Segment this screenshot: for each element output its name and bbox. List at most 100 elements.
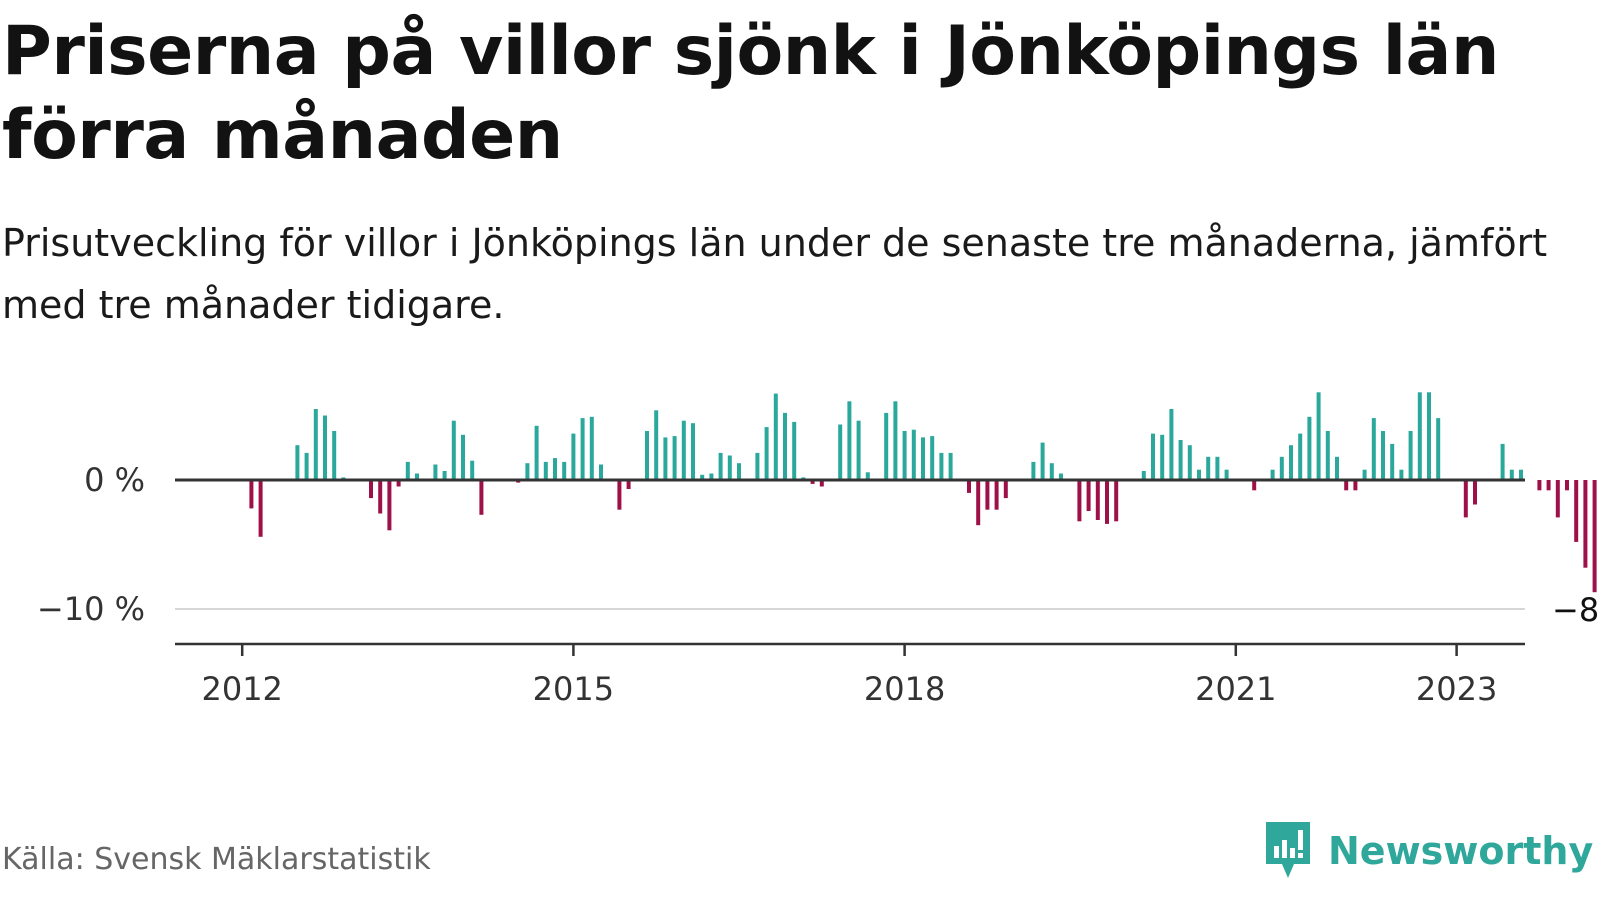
bar bbox=[949, 453, 953, 480]
bar bbox=[995, 480, 999, 510]
bar bbox=[461, 435, 465, 480]
bar bbox=[1556, 480, 1560, 517]
bar bbox=[1547, 480, 1551, 490]
bar-chart: 0 % −10 % 2012 2015 2018 2021 2023 −8 % bbox=[0, 370, 1600, 730]
bar bbox=[728, 456, 732, 481]
bar bbox=[1188, 445, 1192, 480]
bar bbox=[314, 409, 318, 480]
bar bbox=[571, 434, 575, 480]
bar bbox=[1372, 418, 1376, 480]
bar bbox=[1077, 480, 1081, 521]
bar bbox=[1206, 457, 1210, 480]
x-tick-label: 2021 bbox=[1195, 670, 1276, 708]
bar bbox=[1436, 418, 1440, 480]
bar bbox=[1160, 435, 1164, 480]
bar bbox=[249, 480, 253, 508]
bar bbox=[792, 422, 796, 480]
bar bbox=[323, 416, 327, 481]
bar bbox=[1031, 462, 1035, 480]
bar bbox=[1335, 457, 1339, 480]
bar bbox=[406, 462, 410, 480]
x-tick-label: 2018 bbox=[864, 670, 945, 708]
bar bbox=[1344, 480, 1348, 490]
bar bbox=[1096, 480, 1100, 520]
bar bbox=[599, 465, 603, 481]
bar bbox=[1087, 480, 1091, 511]
bar bbox=[369, 480, 373, 498]
bar bbox=[903, 431, 907, 480]
bar bbox=[1464, 480, 1468, 517]
bar bbox=[691, 423, 695, 480]
bar bbox=[985, 480, 989, 510]
bar bbox=[1050, 463, 1054, 480]
bar bbox=[912, 430, 916, 480]
bar bbox=[1593, 480, 1597, 592]
bar bbox=[295, 445, 299, 480]
bar bbox=[1510, 470, 1514, 480]
bar bbox=[535, 426, 539, 480]
y-tick-label: 0 % bbox=[84, 461, 145, 499]
bar bbox=[1169, 409, 1173, 480]
bar bbox=[581, 418, 585, 480]
bar bbox=[387, 480, 391, 530]
bar bbox=[1574, 480, 1578, 542]
brand-name: Newsworthy bbox=[1328, 829, 1593, 873]
bar bbox=[1298, 434, 1302, 480]
bar bbox=[663, 437, 667, 480]
bar bbox=[774, 394, 778, 480]
last-value-label: −8 % bbox=[1552, 591, 1600, 629]
bar bbox=[433, 465, 437, 481]
bar bbox=[1583, 480, 1587, 568]
bar bbox=[1004, 480, 1008, 498]
bar bbox=[755, 453, 759, 480]
bar bbox=[1353, 480, 1357, 490]
bar bbox=[765, 427, 769, 480]
source-note: Källa: Svensk Mäklarstatistik bbox=[2, 842, 431, 877]
bar bbox=[305, 453, 309, 480]
bar bbox=[682, 421, 686, 480]
bar bbox=[939, 453, 943, 480]
newsworthy-logo[interactable]: Newsworthy bbox=[1262, 818, 1593, 884]
x-tick-label: 2015 bbox=[533, 670, 614, 708]
bar bbox=[553, 458, 557, 480]
bar bbox=[1390, 444, 1394, 480]
bar bbox=[1307, 417, 1311, 480]
bar bbox=[378, 480, 382, 514]
bar bbox=[1197, 470, 1201, 480]
bar bbox=[1151, 434, 1155, 480]
bar bbox=[1280, 457, 1284, 480]
bar bbox=[525, 463, 529, 480]
bar bbox=[259, 480, 263, 537]
bar bbox=[847, 401, 851, 480]
bar bbox=[1105, 480, 1109, 524]
bar bbox=[1289, 445, 1293, 480]
bar bbox=[1326, 431, 1330, 480]
chart-subtitle: Prisutveckling för villor i Jönköpings l… bbox=[2, 212, 1582, 336]
bar bbox=[1215, 457, 1219, 480]
bar bbox=[1427, 392, 1431, 480]
bar bbox=[1409, 431, 1413, 480]
bar bbox=[838, 425, 842, 481]
bar bbox=[1537, 480, 1541, 490]
bar bbox=[783, 413, 787, 480]
bar bbox=[967, 480, 971, 493]
bar bbox=[1271, 470, 1275, 480]
bar bbox=[452, 421, 456, 480]
bar bbox=[1381, 431, 1385, 480]
bar bbox=[470, 461, 474, 480]
labels: 0 % −10 % 2012 2015 2018 2021 2023 −8 % bbox=[37, 461, 1600, 708]
bar bbox=[1114, 480, 1118, 521]
chart-title: Priserna på villor sjönk i Jönköpings lä… bbox=[2, 10, 1562, 178]
bar bbox=[1501, 444, 1505, 480]
bar bbox=[976, 480, 980, 525]
bar bbox=[654, 410, 658, 480]
bar bbox=[1418, 392, 1422, 480]
bar bbox=[544, 462, 548, 480]
bar bbox=[921, 437, 925, 480]
bar bbox=[590, 417, 594, 480]
bar bbox=[332, 431, 336, 480]
bar bbox=[617, 480, 621, 510]
bar bbox=[930, 436, 934, 480]
bar bbox=[479, 480, 483, 515]
bar bbox=[1399, 470, 1403, 480]
